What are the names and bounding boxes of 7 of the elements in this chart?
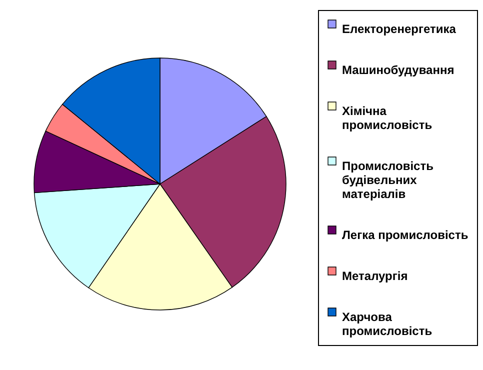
- legend-label: Машинобудування: [342, 63, 454, 77]
- legend-label: Електоренергетика: [342, 22, 456, 36]
- legend-label: Хімічна промисловість: [342, 104, 432, 132]
- legend-label: Харчова промисловість: [342, 310, 432, 338]
- legend-label: Легка промисловість: [342, 228, 468, 242]
- legend-label: Промисловість будівельних матеріалів: [342, 159, 434, 201]
- legend-label: Металургія: [342, 269, 408, 283]
